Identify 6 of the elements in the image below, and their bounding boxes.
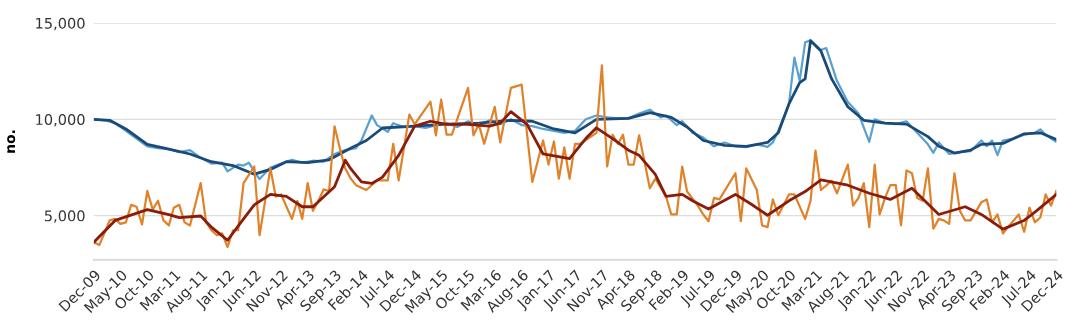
y-axis-title: no. <box>7 130 16 153</box>
line-series <box>93 64 1057 249</box>
y-tick-label: 5,000 <box>44 210 85 223</box>
y-tick-label: 10,000 <box>36 114 85 127</box>
y-tick-label: 15,000 <box>36 17 85 31</box>
line-series <box>93 110 1057 244</box>
